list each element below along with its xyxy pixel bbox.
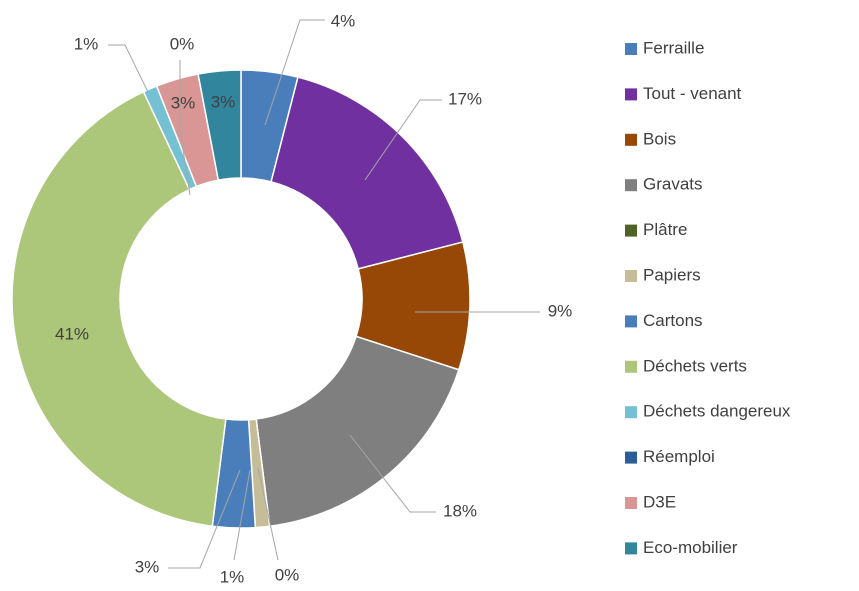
data-label: 3% [135, 557, 160, 576]
legend-swatch [625, 224, 637, 237]
leader-line [257, 467, 279, 561]
legend-swatch [625, 43, 637, 55]
donut-slice [270, 76, 464, 270]
legend-swatch [625, 542, 637, 555]
legend-swatch [625, 406, 637, 419]
leader-line [179, 60, 191, 196]
leader-line [108, 44, 149, 93]
data-label: 9% [548, 301, 573, 320]
data-label: 41% [55, 324, 89, 343]
legend-label: Bois [643, 129, 676, 148]
legend-swatch [625, 88, 637, 101]
donut-slice [197, 69, 242, 182]
legend-label: Cartons [643, 311, 703, 330]
legend-swatch [625, 497, 637, 509]
legend-label: Déchets verts [643, 356, 747, 375]
legend-label: Papiers [643, 265, 701, 284]
legend-swatch [625, 451, 637, 464]
data-label: 0% [275, 565, 300, 584]
legend-label: Tout - venant [643, 84, 742, 103]
leader-line [233, 469, 251, 561]
legend-label: Réemploi [643, 447, 715, 466]
legend-label: Ferraille [643, 38, 704, 57]
legend-label: D3E [643, 492, 676, 511]
legend-swatch [625, 133, 637, 146]
legend-label: Plâtre [643, 220, 687, 239]
donut-slice [255, 335, 460, 528]
leader-line [168, 469, 241, 569]
leader-line [264, 19, 325, 126]
legend-swatch [625, 179, 637, 192]
donut-slice [11, 90, 227, 528]
data-label: 0% [170, 34, 195, 53]
data-label: 17% [448, 89, 482, 108]
legend-swatch [625, 315, 637, 328]
data-label: 1% [74, 34, 99, 53]
data-label: 3% [211, 92, 236, 111]
data-label: 1% [220, 567, 245, 586]
legend-label: Gravats [643, 175, 703, 194]
legend-label: Eco-mobilier [643, 538, 738, 557]
leader-line [364, 99, 442, 181]
data-label: 4% [331, 11, 356, 30]
data-label: 3% [171, 93, 196, 112]
leader-line [349, 434, 436, 513]
legend-label: Déchets dangereux [643, 402, 791, 421]
legend-swatch [625, 270, 637, 282]
legend-swatch [625, 360, 637, 373]
data-label: 18% [443, 501, 477, 520]
